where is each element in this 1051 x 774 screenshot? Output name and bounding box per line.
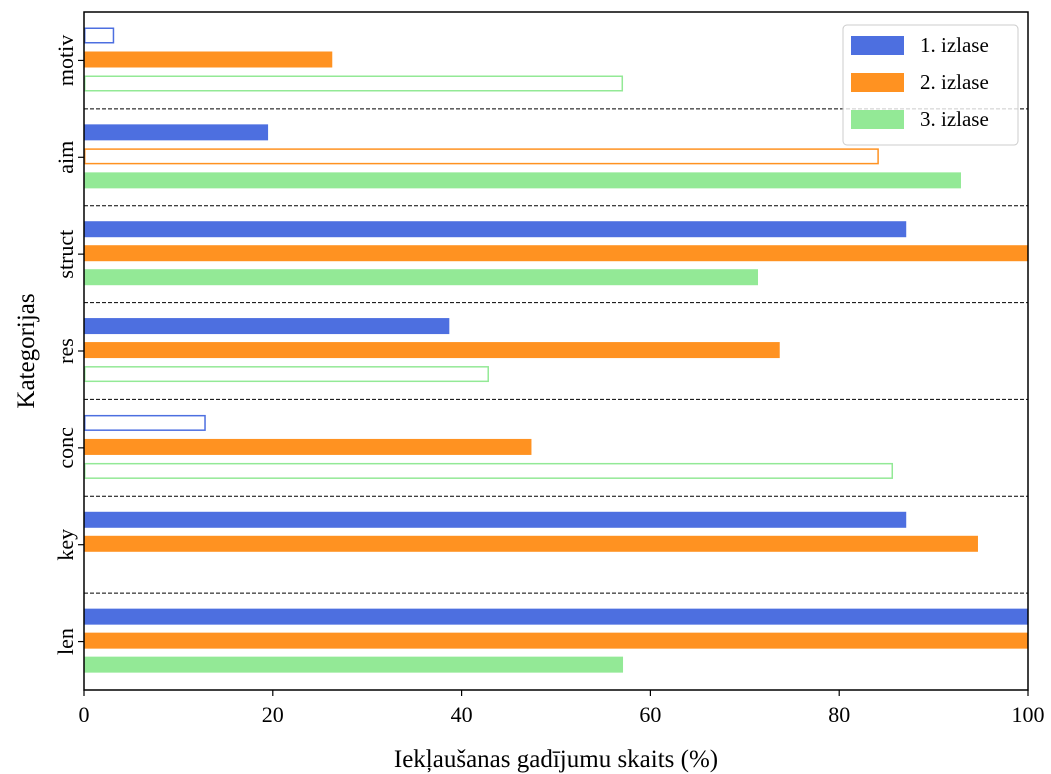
bar-res-series-3 bbox=[84, 366, 489, 383]
bar-motiv-series-3 bbox=[84, 75, 624, 92]
bar-conc-series-2 bbox=[84, 438, 532, 455]
y-tick-label-res: res bbox=[53, 338, 78, 364]
bar-struct-series-2 bbox=[84, 245, 1028, 262]
y-tick-label-motiv: motiv bbox=[53, 35, 78, 86]
legend-label-3: 3. izlase bbox=[920, 107, 989, 131]
y-axis-title: Kategorijas bbox=[13, 293, 40, 408]
y-tick-label-key: key bbox=[53, 529, 78, 561]
y-tick-label-len: len bbox=[53, 628, 78, 655]
bar-aim-series-2 bbox=[84, 148, 879, 165]
x-tick-label: 20 bbox=[262, 702, 284, 727]
y-tick-label-struct: struct bbox=[53, 230, 78, 279]
bar-res-series-2 bbox=[84, 342, 780, 359]
legend-swatch-2 bbox=[851, 73, 904, 92]
y-tick-label-aim: aim bbox=[53, 141, 78, 174]
x-tick-label: 40 bbox=[451, 702, 473, 727]
legend: 1. izlase 2. izlase 3. izlase bbox=[842, 24, 1019, 146]
bar-len-series-1 bbox=[84, 608, 1028, 625]
legend-label-1: 1. izlase bbox=[920, 33, 989, 57]
x-axis-ticks: 0 20 40 60 80 100 bbox=[79, 690, 1045, 727]
bar-conc-series-3 bbox=[84, 462, 894, 479]
bar-motiv-series-1 bbox=[84, 27, 115, 44]
bar-struct-series-3 bbox=[84, 269, 759, 286]
x-tick-label: 0 bbox=[79, 702, 90, 727]
x-tick-label: 100 bbox=[1012, 702, 1045, 727]
legend-swatch-1 bbox=[851, 36, 904, 55]
bar-len-series-3 bbox=[84, 656, 624, 673]
bar-len-series-2 bbox=[84, 632, 1028, 649]
bar-key-series-1 bbox=[84, 511, 907, 528]
x-axis-title: Iekļaušanas gadījumu skaits (%) bbox=[394, 746, 718, 773]
legend-label-2: 2. izlase bbox=[920, 70, 989, 94]
bar-key-series-2 bbox=[84, 535, 978, 552]
legend-swatch-3 bbox=[851, 110, 904, 129]
bar-aim-series-3 bbox=[84, 172, 961, 189]
bar-res-series-1 bbox=[84, 318, 450, 335]
x-tick-label: 60 bbox=[639, 702, 661, 727]
y-axis-ticks: motiv aim struct res conc key len bbox=[53, 35, 84, 655]
bar-conc-series-1 bbox=[84, 414, 206, 431]
bar-motiv-series-2 bbox=[84, 51, 333, 68]
bar-struct-series-1 bbox=[84, 221, 907, 238]
x-tick-label: 80 bbox=[828, 702, 850, 727]
bar-aim-series-1 bbox=[84, 124, 269, 141]
y-tick-label-conc: conc bbox=[53, 427, 78, 469]
